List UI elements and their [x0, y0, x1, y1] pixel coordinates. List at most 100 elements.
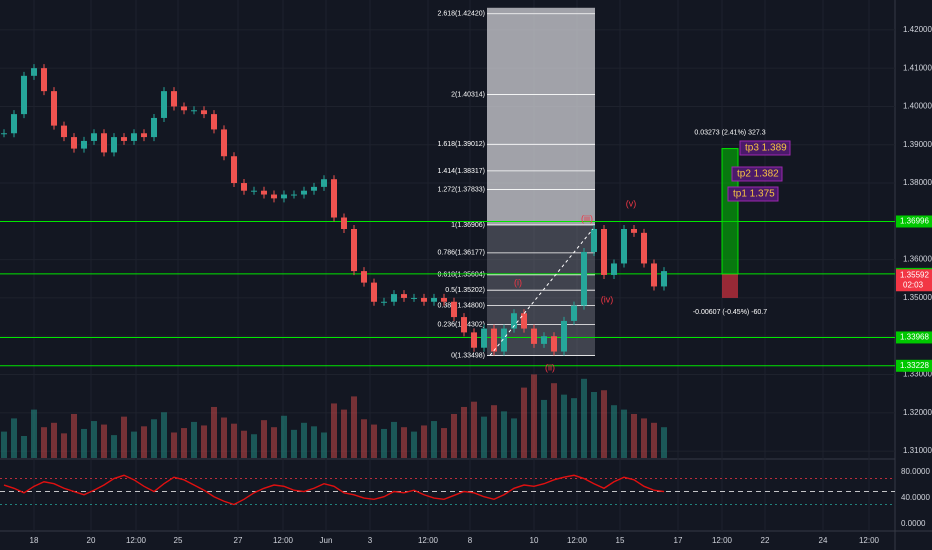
- target-label: tp3 1.389: [745, 143, 787, 154]
- candle: [281, 194, 287, 199]
- candle: [361, 271, 367, 283]
- candle: [101, 133, 107, 153]
- time-tick-label: 12:00: [712, 536, 733, 545]
- candle: [491, 328, 497, 352]
- candle: [261, 190, 267, 195]
- fib-extension-zone: [487, 7, 595, 225]
- volume-bar: [331, 403, 337, 458]
- candle: [201, 110, 207, 115]
- candle: [651, 263, 657, 287]
- price-tick-label: 1.40000: [903, 102, 932, 111]
- candle: [161, 91, 167, 118]
- candle: [471, 332, 477, 348]
- volume-bar: [591, 392, 597, 458]
- candle: [71, 137, 77, 149]
- volume-bar: [241, 430, 247, 458]
- target-box: [739, 140, 791, 156]
- candle: [191, 110, 197, 112]
- candle: [591, 229, 597, 252]
- volume-bar: [471, 401, 477, 458]
- candle: [241, 183, 247, 191]
- candle: [1, 133, 7, 135]
- candle: [441, 297, 447, 302]
- volume-bar: [161, 412, 167, 458]
- wave-label: (i): [514, 277, 522, 287]
- candle: [561, 320, 567, 352]
- time-tick-label: 18: [30, 536, 39, 545]
- candle: [271, 194, 277, 199]
- candle: [221, 129, 227, 157]
- time-tick-label: 25: [174, 536, 183, 545]
- fib-label: 0.618(1.35604): [438, 272, 485, 279]
- level-tag: [896, 215, 932, 228]
- time-tick-label: 12:00: [567, 536, 588, 545]
- loss-text: -0.00607 (-0.45%) -60.7: [693, 309, 767, 316]
- fib-label: 0.5(1.35202): [445, 287, 485, 294]
- last-price-tag: [896, 269, 932, 292]
- price-tick-label: 1.36000: [903, 255, 932, 264]
- level-tag: [896, 331, 932, 344]
- candle: [231, 156, 237, 184]
- candle: [531, 328, 537, 344]
- time-tick-label: 12:00: [418, 536, 439, 545]
- candle: [181, 106, 187, 111]
- volume-bar: [541, 399, 547, 458]
- volume-bar: [201, 425, 207, 458]
- last-price-label: 1.35592: [900, 270, 929, 279]
- price-tick-label: 1.33000: [903, 370, 932, 379]
- candle: [381, 301, 387, 303]
- candle: [641, 232, 647, 264]
- volume-bar: [531, 374, 537, 458]
- candle: [321, 179, 327, 187]
- candle: [151, 117, 157, 138]
- volume-bar: [451, 414, 457, 458]
- time-tick-label: 12:00: [273, 536, 294, 545]
- volume-bar: [431, 421, 437, 458]
- price-tick-label: 1.38000: [903, 178, 932, 187]
- volume-bar: [31, 409, 37, 458]
- volume-bar: [221, 417, 227, 458]
- candle: [371, 282, 377, 302]
- volume-bar: [191, 421, 197, 458]
- candle: [31, 68, 37, 76]
- candle: [311, 186, 317, 191]
- candle: [111, 137, 117, 153]
- volume-bar: [631, 414, 637, 458]
- candle: [601, 229, 607, 275]
- candle: [251, 190, 257, 192]
- volume-bar: [21, 436, 27, 458]
- volume-bar: [391, 421, 397, 458]
- volume-bar: [141, 426, 147, 458]
- volume-bar: [341, 409, 347, 458]
- volume-bar: [661, 427, 667, 458]
- volume-bar: [231, 423, 237, 458]
- candle: [301, 190, 307, 195]
- candle: [451, 301, 457, 318]
- candle: [631, 229, 637, 233]
- volume-bar: [611, 405, 617, 458]
- volume-bar: [371, 424, 377, 458]
- fib-label: 2.618(1.42420): [438, 11, 485, 18]
- candle: [121, 137, 127, 141]
- volume-bar: [101, 424, 107, 458]
- countdown-label: 02:03: [903, 280, 924, 289]
- wave-label: (iv): [601, 294, 614, 304]
- volume-bar: [91, 421, 97, 458]
- price-tick-label: 1.41000: [903, 63, 932, 72]
- volume-bar: [211, 406, 217, 458]
- candle: [521, 313, 527, 329]
- volume-bar: [301, 422, 307, 458]
- candle: [51, 91, 57, 126]
- fib-label: 0.786(1.36177): [438, 250, 485, 257]
- volume-bar: [481, 416, 487, 458]
- candle: [461, 317, 467, 333]
- price-tick-label: 1.35000: [903, 293, 932, 302]
- candle: [331, 179, 337, 218]
- candle: [481, 328, 487, 348]
- wave-label: (iii): [581, 213, 593, 223]
- profit-text: 0.03273 (2.41%) 327.3: [694, 129, 765, 136]
- candle: [541, 336, 547, 344]
- volume-bar: [511, 418, 517, 458]
- time-tick-label: 15: [616, 536, 625, 545]
